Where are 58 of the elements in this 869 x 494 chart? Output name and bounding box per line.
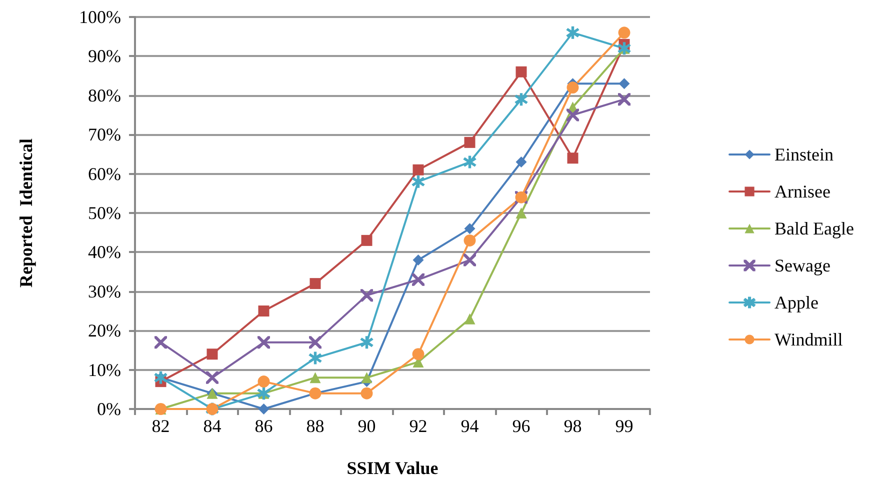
point [618,26,630,39]
point [412,254,424,266]
point [566,26,579,39]
y-tick-label: 30% [88,281,121,302]
point [464,313,476,324]
x-axis-title: SSIM Value [346,458,438,478]
x-tick-label: 98 [564,416,582,436]
y-tick-label: 40% [88,242,121,262]
point [361,372,372,384]
y-tick-label: 100% [79,7,121,27]
legend-label: Sewage [774,256,831,276]
point [515,93,528,106]
legend-label: Apple [774,292,819,312]
point [464,223,476,234]
point [618,78,630,90]
point [464,136,476,148]
x-tick-label: 88 [306,416,324,436]
x-tick-label: 86 [254,416,273,436]
point [516,66,527,78]
x-tick-label: 90 [358,416,376,436]
point [464,234,476,246]
point [412,348,424,360]
point [309,352,322,364]
y-tick-label: 0% [97,399,121,419]
point [464,156,476,168]
legend-label: Bald Eagle [774,218,854,238]
y-tick-label: 80% [88,85,121,106]
x-tick-label: 99 [615,416,634,436]
point [310,372,321,384]
point [206,348,218,360]
x-tick-label: 96 [512,416,530,436]
point [360,387,373,400]
legend-label: Windmill [774,330,843,350]
point [412,175,424,188]
y-axis-title: Reported Identical [16,138,36,288]
point [567,152,578,164]
point [361,234,372,246]
x-tick-label: 92 [409,416,428,436]
point [258,306,270,316]
x-tick-label: 84 [203,416,222,436]
y-tick-label: 50% [88,203,121,223]
point [566,82,579,94]
legend-label: Einstein [774,144,834,164]
point [360,336,373,349]
point [412,164,424,176]
point [516,156,527,168]
point [516,208,527,218]
point [258,376,270,388]
x-tick-label: 94 [460,416,479,436]
y-tick-label: 10% [88,360,121,380]
y-tick-label: 90% [88,46,121,66]
y-tick-label: 60% [88,164,121,184]
point [310,278,321,290]
y-tick-label: 20% [88,320,121,341]
point [258,404,270,414]
x-tick-label: 82 [152,416,170,436]
y-tick-label: 70% [88,124,121,145]
legend-label: Arnisee [774,182,831,202]
